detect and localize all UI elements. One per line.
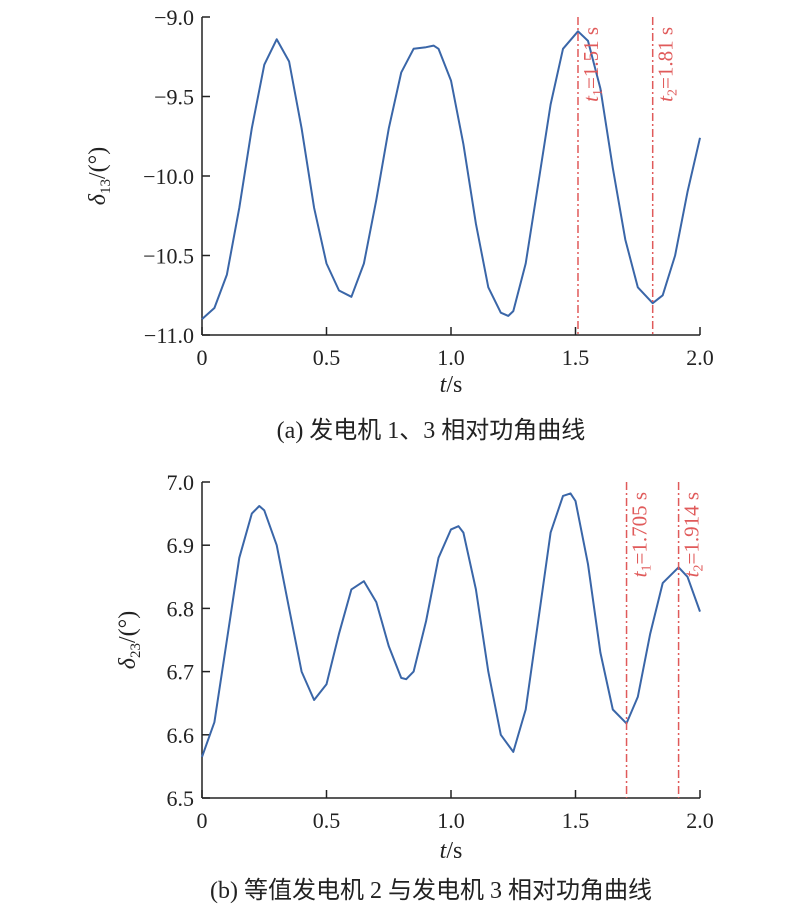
x-tick-label: 2.0 xyxy=(686,345,714,370)
time-marker-label: t2=1.914 s xyxy=(680,492,707,577)
x-tick-label: 1.5 xyxy=(562,345,590,370)
x-tick-label: 1.0 xyxy=(437,345,465,370)
x-axis-label: t/s xyxy=(440,838,463,864)
y-axis-unit: /(°) xyxy=(115,611,141,643)
x-tick-label: 0 xyxy=(197,345,208,370)
panel-a: 0 0.5 1.0 1.5 2.0 −9.0 −9.5 −10.0 −10.5 −11.0 t/s δ… xyxy=(85,5,714,444)
time-marker-value: =1.705 s xyxy=(628,492,652,565)
x-tick-label: 1.5 xyxy=(562,808,590,833)
y-axis-subscript: 13 xyxy=(98,179,114,194)
y-tick-label: 7.0 xyxy=(167,470,195,495)
y-axis-var: δ xyxy=(115,657,141,669)
x-tick-label: 0.5 xyxy=(313,345,341,370)
time-marker-var: t xyxy=(654,95,678,102)
series-line xyxy=(201,492,701,758)
time-marker-subscript: 2 xyxy=(666,89,681,96)
y-tick-label: 6.8 xyxy=(167,596,195,621)
x-axis-var: t xyxy=(440,372,448,398)
panel-caption: (b) 等值发电机 2 与发电机 3 相对功角曲线 xyxy=(210,877,652,904)
time-marker-value: =1.51 s xyxy=(579,27,603,89)
time-marker-var: t xyxy=(628,570,652,577)
y-tick-label: −10.0 xyxy=(143,164,194,189)
y-tick-label: −11.0 xyxy=(144,323,194,348)
y-tick-label: −9.0 xyxy=(154,5,194,30)
time-marker-label: t1=1.705 s xyxy=(628,492,655,577)
time-marker-subscript: 2 xyxy=(692,565,707,572)
time-marker-var: t xyxy=(579,95,603,102)
x-tick-label: 0 xyxy=(197,808,208,833)
y-tick-label: 6.6 xyxy=(167,723,195,748)
y-axis-label: δ13/(°) xyxy=(85,147,114,205)
y-tick-label: −10.5 xyxy=(143,244,194,269)
time-marker-label: t1=1.51 s xyxy=(579,27,606,102)
x-axis-label: t/s xyxy=(440,372,463,398)
x-tick-label: 0.5 xyxy=(313,808,341,833)
panel-b: 0 0.5 1.0 1.5 2.0 7.0 6.9 6.8 6.7 6.6 6.5 t/s δ23/(°… xyxy=(115,470,714,904)
time-marker-value: =1.81 s xyxy=(654,27,678,89)
y-tick-label: 6.9 xyxy=(167,533,195,558)
time-marker-value: =1.914 s xyxy=(680,492,704,565)
time-marker-subscript: 1 xyxy=(640,565,655,572)
x-axis-unit: /s xyxy=(446,838,462,864)
x-axis-unit: /s xyxy=(446,372,462,398)
x-tick-label: 1.0 xyxy=(437,808,465,833)
x-tick-label: 2.0 xyxy=(686,808,714,833)
time-marker-var: t xyxy=(680,570,704,577)
y-tick-label: 6.5 xyxy=(167,786,195,811)
y-tick-label: −9.5 xyxy=(154,85,194,110)
y-tick-label: 6.7 xyxy=(167,660,195,685)
x-axis-var: t xyxy=(440,838,448,864)
y-axis-label: δ23/(°) xyxy=(115,611,144,669)
time-marker-subscript: 1 xyxy=(591,89,606,96)
panel-caption: (a) 发电机 1、3 相对功角曲线 xyxy=(277,417,586,444)
series-line xyxy=(201,30,701,320)
time-marker-label: t2=1.81 s xyxy=(654,27,681,102)
y-axis-var: δ xyxy=(85,193,111,205)
y-axis-unit: /(°) xyxy=(85,147,111,179)
y-axis-subscript: 23 xyxy=(128,643,144,658)
